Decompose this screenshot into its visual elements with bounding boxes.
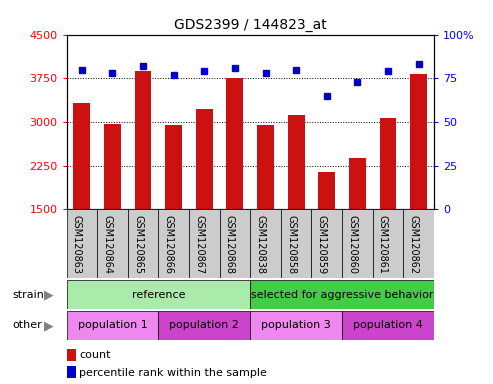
Text: GSM120865: GSM120865 (133, 215, 143, 274)
Text: GSM120858: GSM120858 (286, 215, 296, 274)
Text: strain: strain (12, 290, 44, 300)
Text: GSM120866: GSM120866 (164, 215, 174, 274)
Bar (250, 280, 434, 309)
Bar (67, 280, 250, 309)
Text: count: count (79, 350, 111, 360)
Bar (318, 172, 335, 209)
Bar (97, 209, 128, 278)
Bar (410, 74, 427, 209)
Text: other: other (12, 320, 42, 331)
Bar (380, 118, 396, 209)
Text: GSM120838: GSM120838 (255, 215, 266, 274)
Bar (67, 311, 158, 340)
Bar (288, 115, 305, 209)
Bar (250, 311, 342, 340)
Bar (342, 311, 434, 340)
Text: GSM120867: GSM120867 (194, 215, 204, 274)
Bar (226, 78, 244, 209)
Bar (67, 349, 76, 361)
Bar (135, 71, 151, 209)
Bar (342, 209, 373, 278)
Text: GSM120862: GSM120862 (409, 215, 419, 274)
Bar (189, 209, 219, 278)
Bar (219, 209, 250, 278)
Bar (257, 126, 274, 209)
Text: GSM120859: GSM120859 (317, 215, 327, 274)
Text: population 2: population 2 (170, 320, 239, 331)
Text: GSM120864: GSM120864 (103, 215, 112, 274)
Text: ▶: ▶ (44, 319, 54, 332)
Bar (312, 209, 342, 278)
Bar (403, 209, 434, 278)
Text: population 1: population 1 (77, 320, 147, 331)
Bar (67, 366, 76, 379)
Bar (73, 103, 90, 209)
Text: reference: reference (132, 290, 185, 300)
Text: ▶: ▶ (44, 288, 54, 301)
Bar (196, 109, 212, 209)
Bar (349, 158, 366, 209)
Bar (158, 311, 250, 340)
Text: GSM120863: GSM120863 (72, 215, 82, 274)
Text: population 4: population 4 (353, 320, 423, 331)
Text: selected for aggressive behavior: selected for aggressive behavior (251, 290, 433, 300)
Text: percentile rank within the sample: percentile rank within the sample (79, 367, 267, 377)
Bar (281, 209, 312, 278)
Text: population 3: population 3 (261, 320, 331, 331)
Bar (67, 209, 97, 278)
Bar (250, 209, 281, 278)
Text: GSM120868: GSM120868 (225, 215, 235, 274)
Title: GDS2399 / 144823_at: GDS2399 / 144823_at (174, 18, 326, 32)
Text: GSM120860: GSM120860 (348, 215, 357, 274)
Bar (165, 126, 182, 209)
Bar (158, 209, 189, 278)
Text: GSM120861: GSM120861 (378, 215, 388, 274)
Bar (373, 209, 403, 278)
Bar (104, 124, 121, 209)
Bar (128, 209, 158, 278)
